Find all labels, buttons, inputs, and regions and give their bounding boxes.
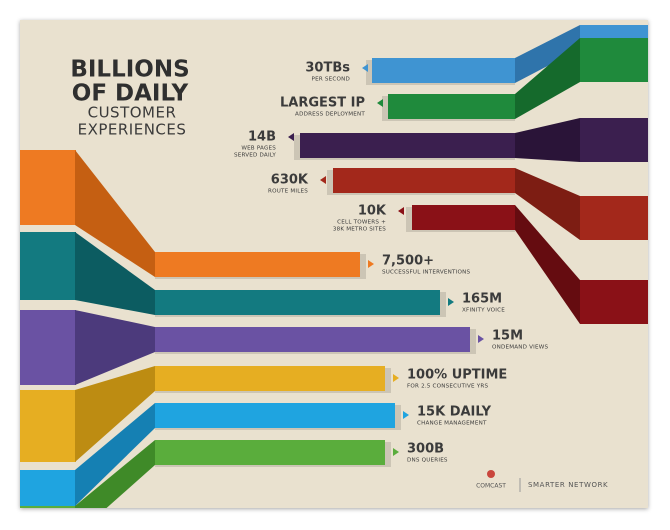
ribbon — [580, 280, 648, 324]
ribbon-fold — [515, 205, 580, 324]
ribbon — [20, 232, 76, 300]
arrow — [320, 176, 326, 184]
ribbon — [155, 440, 385, 465]
stat-caption: CHANGE MANAGEMENT — [417, 421, 487, 427]
title-line: CUSTOMER — [88, 104, 177, 122]
stat-caption: ADDRESS DEPLOYMENT — [295, 112, 365, 118]
stat-caption: CELL TOWERS + — [337, 220, 386, 226]
ribbon — [155, 290, 440, 315]
arrow — [288, 133, 294, 141]
ribbon-fold — [515, 38, 580, 119]
ribbon-fold — [75, 310, 155, 385]
arrow — [448, 298, 454, 306]
logo-icon — [487, 470, 495, 478]
stat-value: LARGEST IP — [280, 96, 365, 111]
stat-caption: XFINITY VOICE — [462, 308, 505, 314]
ribbon — [20, 506, 76, 508]
stat-caption: 38K METRO SITES — [333, 227, 386, 233]
ribbon — [155, 366, 385, 391]
stat-caption: SERVED DAILY — [234, 153, 276, 159]
ribbon-fold — [75, 440, 155, 508]
stat-value: 30TBs — [305, 61, 350, 76]
ribbon — [580, 118, 648, 162]
stat-caption: ONDEMAND VIEWS — [492, 345, 548, 351]
brand: COMCAST — [476, 483, 506, 490]
ribbon — [20, 470, 76, 506]
arrow — [377, 99, 383, 107]
stat-caption: DNS QUERIES — [407, 458, 448, 464]
arrow — [368, 260, 374, 268]
stat-caption: ROUTE MILES — [268, 189, 308, 195]
ribbon-fold — [75, 403, 155, 506]
ribbon — [388, 94, 515, 119]
title-line: EXPERIENCES — [78, 121, 187, 139]
stat-caption: PER SECOND — [312, 77, 350, 83]
ribbon-fold — [75, 366, 155, 462]
ribbon — [300, 133, 515, 158]
ribbon-fold — [515, 168, 580, 240]
stat-caption: SUCCESSFUL INTERVENTIONS — [382, 270, 470, 276]
title-line: OF DAILY — [72, 81, 189, 107]
ribbon — [333, 168, 515, 193]
ribbon — [412, 205, 515, 230]
stat-caption: FOR 2.5 CONSECUTIVE YRS — [407, 384, 488, 390]
ribbon-fold — [515, 118, 580, 162]
tagline: SMARTER NETWORK — [528, 481, 608, 489]
stat-value: 15M — [492, 329, 523, 344]
arrow — [393, 374, 399, 382]
ribbon — [580, 38, 648, 82]
stat-value: 10K — [358, 204, 387, 219]
ribbon — [580, 196, 648, 240]
stat-caption: WEB PAGES — [241, 146, 276, 152]
stat-value: 7,500+ — [382, 254, 434, 269]
arrow — [403, 411, 409, 419]
ribbon — [20, 390, 76, 462]
stat-value: 100% UPTIME — [407, 368, 507, 383]
ribbon-fold — [75, 232, 155, 315]
arrow — [398, 207, 404, 215]
ribbon-fold — [75, 150, 155, 277]
arrow — [478, 335, 484, 343]
ribbon — [155, 327, 470, 352]
stat-value: 300B — [407, 442, 444, 457]
ribbons — [20, 25, 648, 508]
stat-value: 15K DAILY — [417, 405, 492, 420]
stat-value: 165M — [462, 292, 502, 307]
arrow — [362, 64, 368, 72]
ribbon — [155, 252, 360, 277]
arrow — [393, 448, 399, 456]
ribbon — [372, 58, 515, 83]
stat-value: 630K — [271, 173, 309, 188]
ribbon — [155, 403, 395, 428]
ribbon — [20, 310, 76, 385]
ribbon-fold — [515, 25, 580, 83]
title-line: BILLIONS — [70, 57, 189, 83]
stat-value: 14B — [248, 130, 276, 145]
ribbon — [20, 150, 76, 225]
